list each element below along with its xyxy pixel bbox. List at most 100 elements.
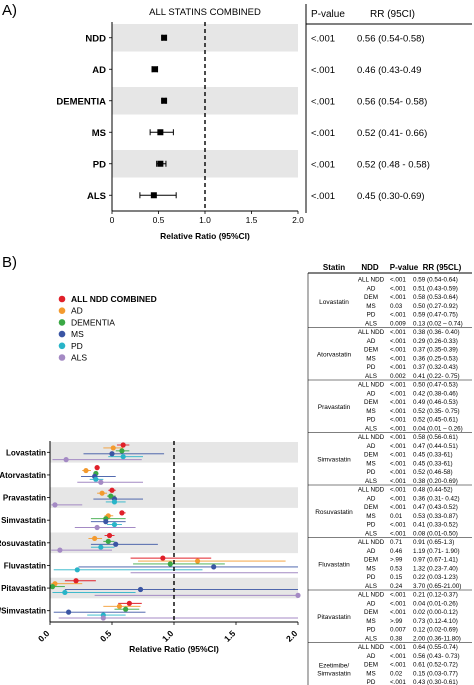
ndd-cell: DEM [364,294,378,301]
rr-cell: 0.15 (0.03-0.77) [413,670,458,677]
p-value-cell: <.001 [390,522,406,529]
rr-cell: 0.47 (0.44-0.51) [413,443,458,450]
point-estimate [92,535,98,542]
point-estimate [98,479,104,485]
p-value-cell: <.001 [390,460,406,467]
rr-value: 0.56 (0.54- 0.58) [357,96,427,107]
ndd-cell: ALL NDD [358,434,385,441]
point-estimate [113,541,119,547]
point-estimate [110,445,116,451]
rr-cell: 0.52 (0.46-58) [413,469,453,476]
point-estimate [57,547,63,553]
p-value-cell: <.001 [390,294,406,301]
rr-cell: 0.61 (0.52-0.72) [413,662,458,669]
p-value-cell: 0.53 [390,565,403,572]
rr-cell: 0.41 (0.22- 0.75) [413,373,460,380]
legend-label: ALS [71,353,87,363]
p-value-cell: <.001 [390,285,406,292]
rr-cell: 0.12 (0.02-0.69) [413,627,458,634]
point-estimate [157,160,164,167]
point-estimate [194,558,201,564]
point-estimate [83,467,89,474]
x-tick-label: 0 [110,215,115,225]
p-value-cell: <.001 [390,487,406,494]
rr-cell: 0.91 (0.65-1.3) [413,539,454,546]
p-value-cell: <.001 [390,592,406,599]
p-value-cell: <.001 [390,679,406,685]
rr-cell: 0.37 (0.35-0.39) [413,347,458,354]
legend-label: ALL NDD COMBINED [71,294,157,304]
p-value-cell: <.001 [390,443,406,450]
point-estimate [126,600,132,606]
point-estimate [119,510,125,516]
p-value-cell: >.99 [390,557,403,564]
ndd-cell: ALS [365,373,377,380]
ndd-cell: ALL NDD [358,277,385,284]
rr-cell: 0.02 (0.00-0.12) [413,609,458,616]
point-estimate [211,564,217,570]
rr-cell: 0.43 (0.30-0.61) [413,679,458,685]
p-value-cell: <.001 [390,452,406,459]
group-label: Rosuvastatin [0,539,46,548]
p-value-cell: 0.007 [390,627,406,634]
rr-cell: 1.32 (0.23-7.40) [413,565,458,572]
x-tick-label: 1.0 [199,215,211,225]
legend-label: MS [71,329,84,339]
point-estimate [111,521,118,528]
ndd-cell: ALS [365,635,377,642]
ndd-cell: DEM [364,609,378,616]
ndd-cell: AD [367,653,376,660]
panel-a-label: A) [2,2,17,19]
group-label: Pravastatin [3,494,46,503]
p-value-cell: <.001 [390,530,406,537]
ndd-cell: DEM [364,347,378,354]
p-value-cell: 0.01 [390,513,403,520]
legend-marker [58,354,66,361]
legend-label: DEMENTIA [71,317,115,327]
rr-cell: 0.45 (0.33-61) [413,452,453,459]
point-estimate [161,34,168,41]
point-estimate [63,457,69,463]
rr-cell: 0.29 (0.26-0.33) [413,338,458,345]
rr-cell: 0.48 (0.44-52) [413,487,453,494]
legend-marker [58,307,66,315]
statin-cell: Ezetimibe/ [319,662,350,669]
rr-cell: 0.22 (0.03-1.23) [413,574,458,581]
p-value-cell: <.001 [390,495,406,502]
statin-cell: Simvastatin [317,456,351,463]
p-value-cell: 0.24 [390,583,403,590]
point-estimate [157,129,164,136]
p-value-cell: <.001 [390,329,406,336]
table-header: P-value [390,263,419,272]
point-estimate [111,499,118,505]
ndd-cell: ALL NDD [358,487,385,494]
ndd-cell: DEM [364,662,378,669]
point-estimate [105,538,111,544]
p-value-cell: <.001 [390,390,406,397]
p-value-cell: <.001 [390,644,406,651]
rr-cell: 0.58 (0.53-0.64) [413,294,458,301]
rr-cell: 0.52 (0.45-0.61) [413,417,458,424]
x-tick-label: 2.0 [284,628,300,644]
p-value-cell: 0.02 [390,670,403,677]
rr-cell: 0.50 (0.27-0.92) [413,303,458,310]
p-value-cell: <.001 [390,478,406,485]
panel-b-label: B) [2,254,17,271]
p-value-cell: <.001 [390,600,406,607]
ndd-cell: MS [366,408,375,415]
ndd-cell: ALS [365,478,377,485]
rr-cell: 0.08 (0.01-0.50) [413,530,458,537]
rr-value: 0.46 (0.43-0.49 [357,65,421,76]
p-value: <.001 [311,33,335,44]
p-value-cell: <.001 [390,662,406,669]
row-label: AD [92,65,106,76]
ndd-cell: ALL NDD [358,539,385,546]
panel-b-table: Statin NDD P-value RR (95CL) ALL NDD <.001 0.5… [307,263,472,685]
point-estimate [161,97,168,104]
p-value-cell: <.001 [390,382,406,389]
p-value-cell: <.001 [390,355,406,362]
ndd-cell: AD [367,390,376,397]
rr-cell: 3.70 (0.65-21.00) [413,583,461,590]
